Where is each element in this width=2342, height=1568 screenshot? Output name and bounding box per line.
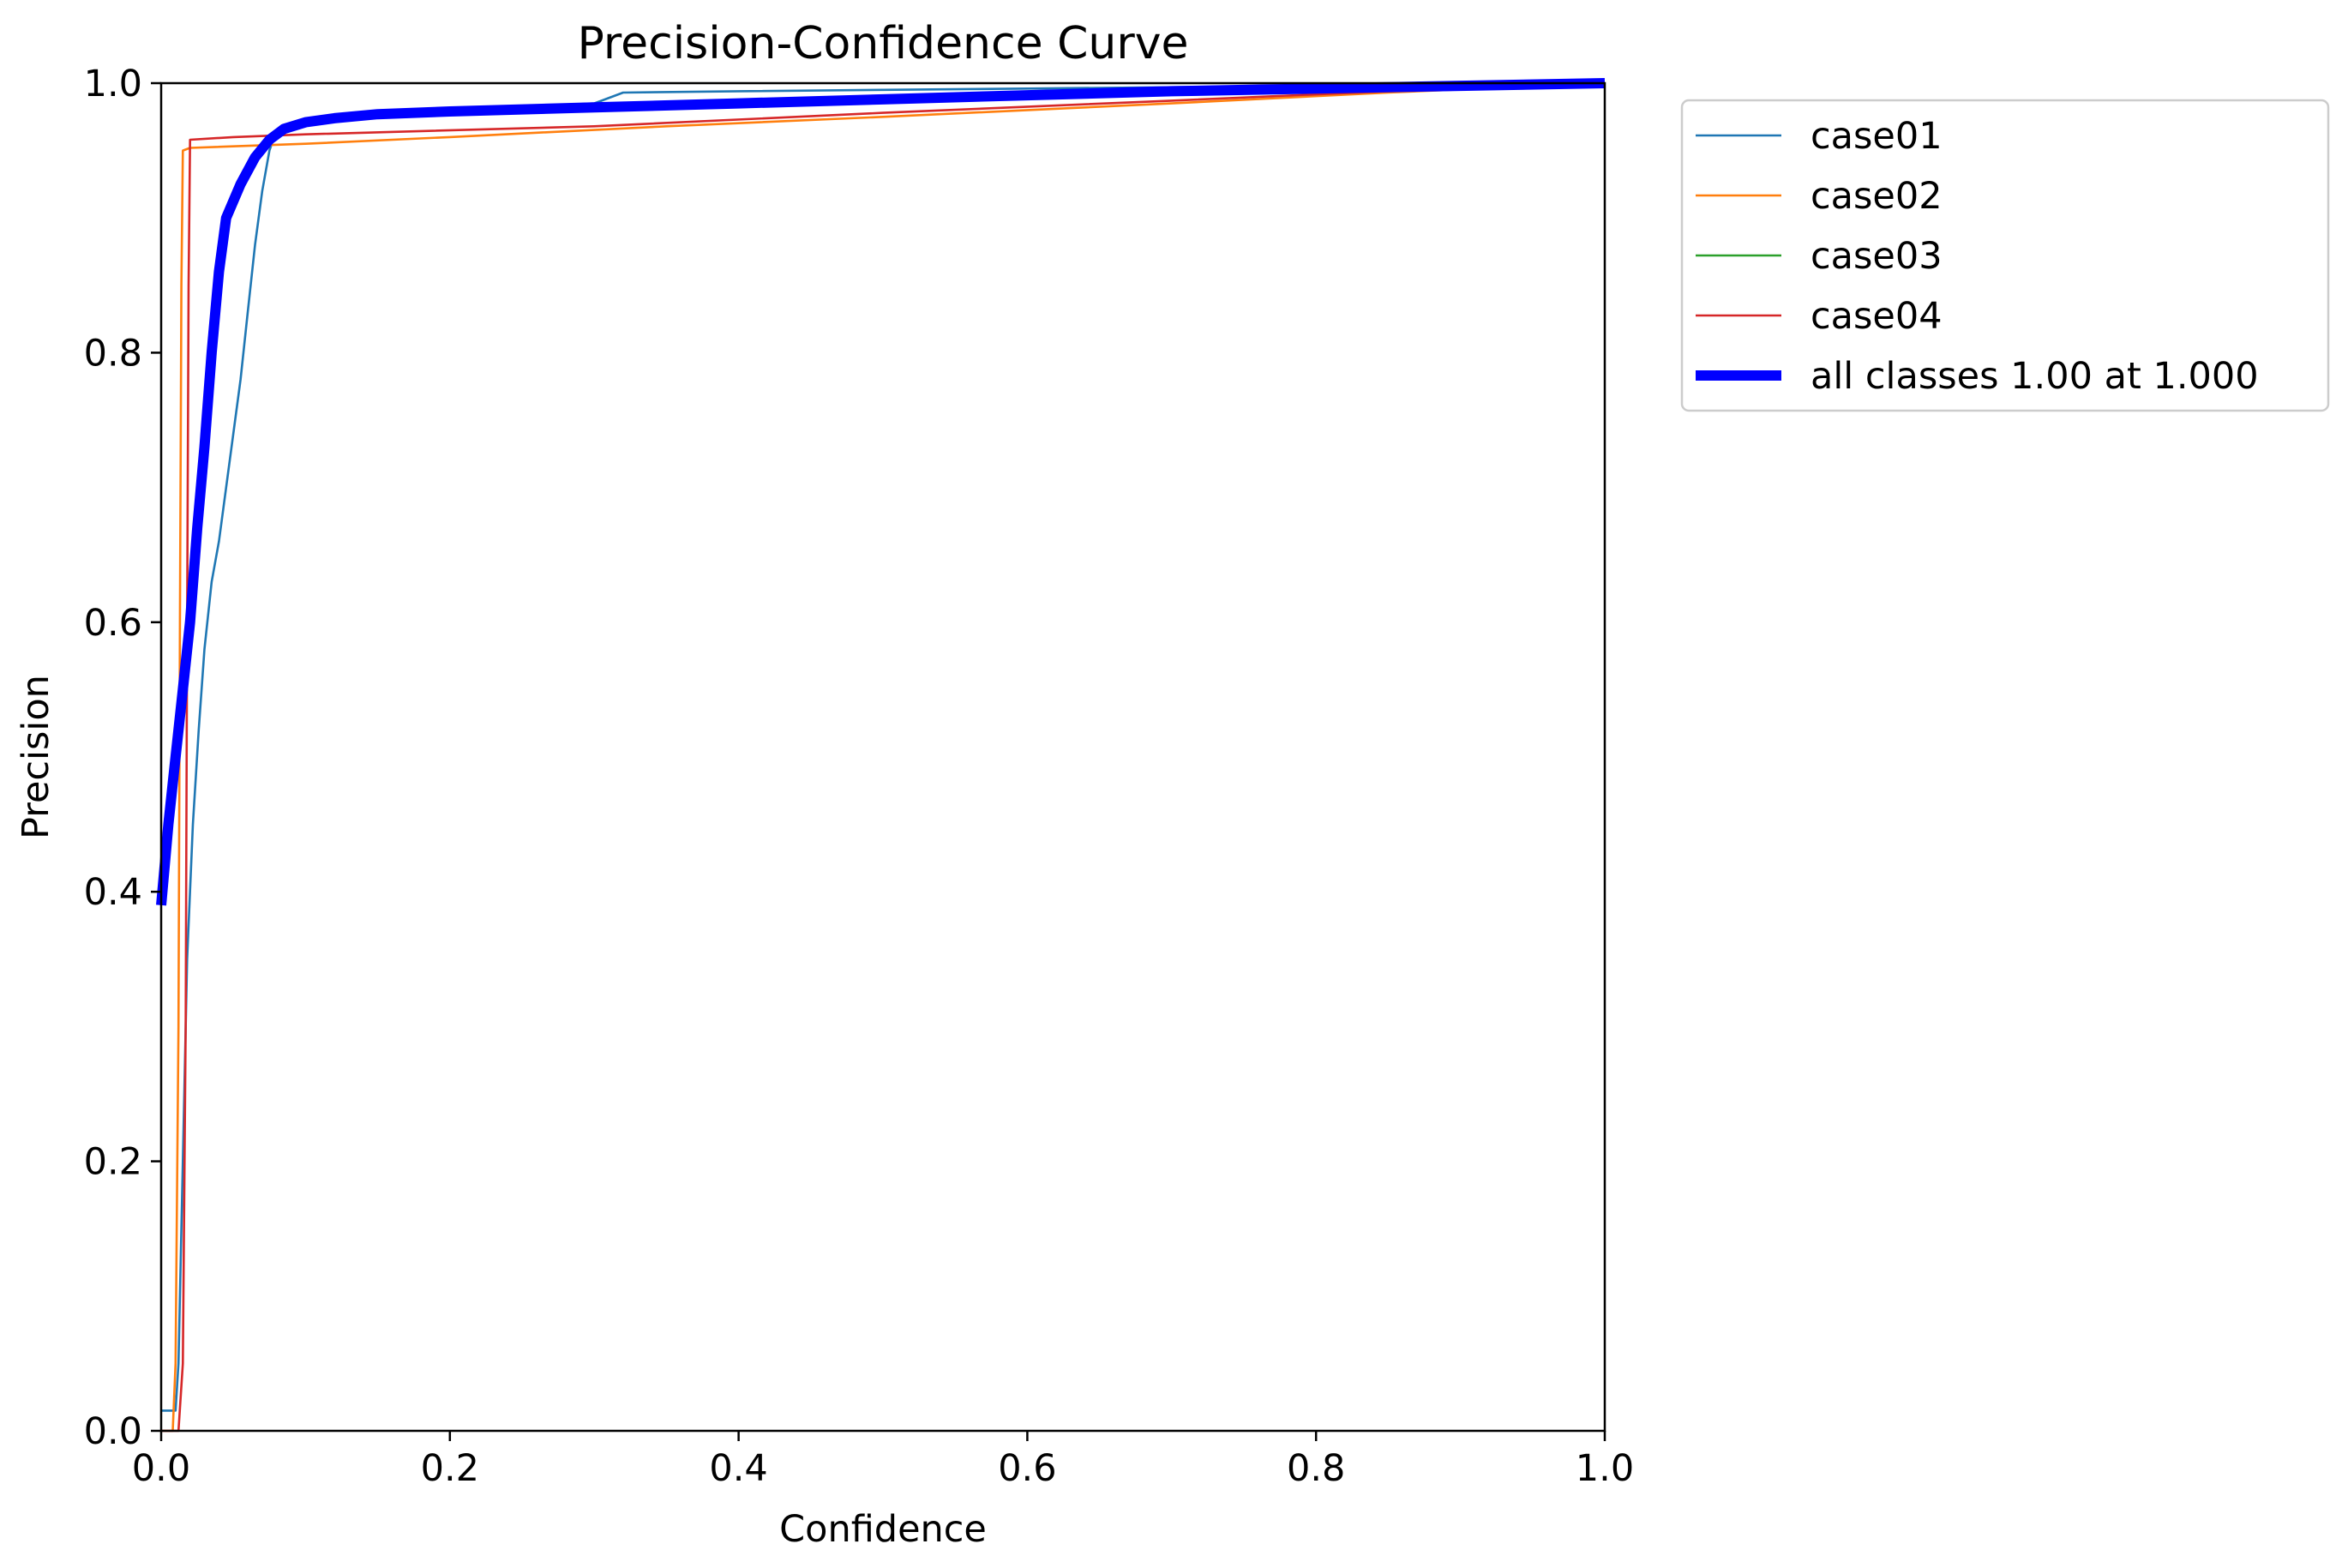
y-tick-label: 1.0 [84, 63, 142, 105]
y-tick-label: 0.0 [84, 1410, 142, 1453]
legend-label: case01 [1811, 115, 1943, 158]
x-tick-label: 0.8 [1287, 1447, 1345, 1490]
x-tick-label: 0.6 [998, 1447, 1056, 1490]
series-line-case01-0 [161, 81, 1606, 1412]
legend-label: case03 [1811, 235, 1943, 278]
x-tick-label: 0.4 [709, 1447, 767, 1490]
y-axis-label: Precision [15, 675, 57, 839]
legend-items: case01 case02 case03 case04 all classes 1.00… [1696, 115, 2259, 398]
y-axis-ticks: 0.0 0.2 0.4 0.6 0.8 1.0 [84, 63, 161, 1453]
legend-label: case04 [1811, 295, 1943, 338]
plot-lines [156, 78, 1606, 1433]
legend-frame [1680, 99, 2330, 412]
y-tick-label: 0.2 [84, 1141, 142, 1184]
series-line-all-4 [156, 78, 1606, 906]
legend-label: case02 [1811, 175, 1943, 218]
y-tick-label: 0.6 [84, 602, 142, 645]
x-axis-ticks: 0.0 0.2 0.4 0.6 0.8 1.0 [132, 1431, 1634, 1490]
chart-title: Precision-Confidence Curve [577, 18, 1188, 69]
x-axis-label: Confidence [779, 1508, 987, 1551]
plot-frame [159, 81, 1606, 1433]
x-tick-label: 0.2 [421, 1447, 479, 1490]
y-tick-label: 0.8 [84, 332, 142, 375]
series-line-case02-1 [161, 81, 1606, 1433]
y-tick-label: 0.4 [84, 871, 142, 914]
legend: case01 case02 case03 case04 all classes 1.00… [1680, 99, 2330, 412]
x-tick-label: 1.0 [1576, 1447, 1634, 1490]
series-line-case04-3 [161, 81, 1606, 1433]
legend-label: all classes 1.00 at 1.000 [1811, 355, 2259, 398]
x-tick-label: 0.0 [132, 1447, 190, 1490]
